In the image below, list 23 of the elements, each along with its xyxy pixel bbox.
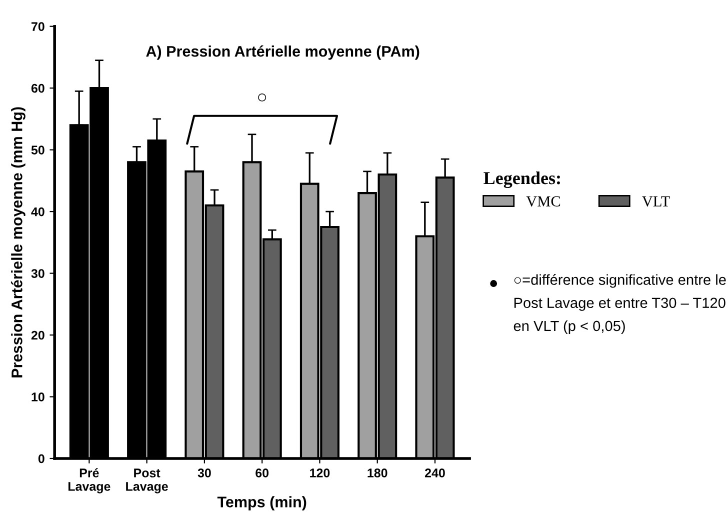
y-tick-label: 60 [31,84,44,93]
y-tick-label: 40 [31,207,44,216]
x-axis-title: Temps (min) [217,496,306,510]
legend-label: VLT [642,196,670,207]
x-tick-label: 120 [310,468,330,478]
legend-label: VMC [526,196,560,207]
y-tick-label: 70 [32,22,44,31]
y-tick-label: 30 [31,269,44,278]
x-tick-label: 180 [368,468,388,478]
legend-title: Legendes: [484,172,560,188]
y-tick-label: 0 [38,454,44,464]
y-tick-label: 50 [31,146,44,154]
y-tick-label: 10 [32,392,44,402]
text: ○=différence significative entre le Post Lavage et entre T30 – T120 en VLT (p < 0,05) [514,274,726,334]
y-axis-title: Pression Artérielle moyenne (mm Hg) [10,107,26,378]
annotation: ○ [258,93,266,102]
text: A) Pression Artérielle moyenne (PAm) [146,45,420,60]
y-tick-label: 20 [31,330,44,340]
x-tick-label: 30 [198,468,211,478]
x-tick-label: Post Lavage [126,468,168,494]
x-tick-label: Pré Lavage [68,468,110,494]
x-tick-label: 60 [256,468,269,478]
x-tick-label: 240 [424,468,445,478]
